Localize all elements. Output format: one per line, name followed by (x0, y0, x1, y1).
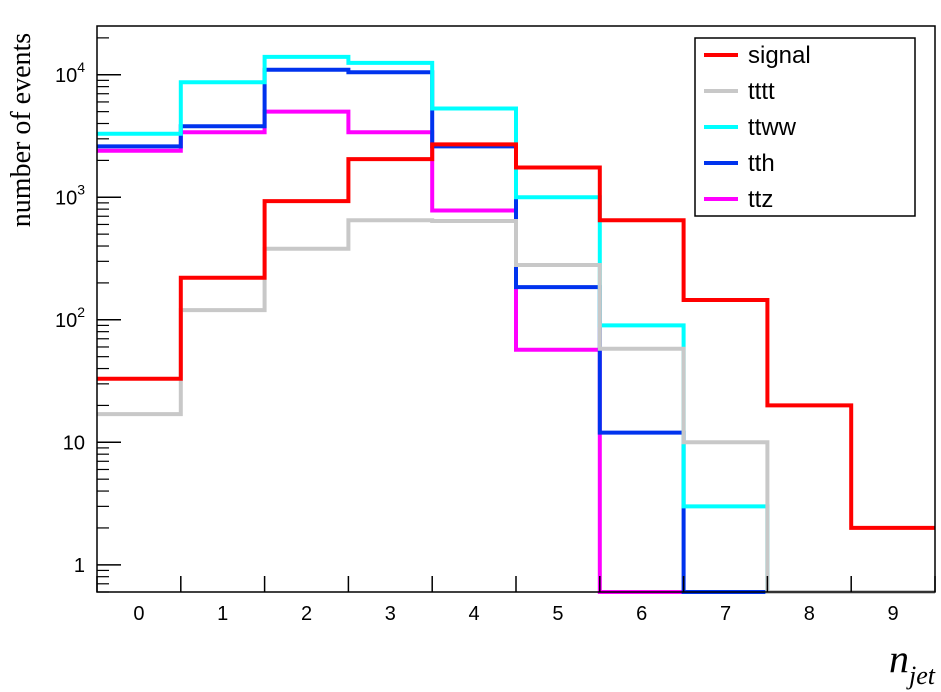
x-tick-label: 3 (385, 603, 396, 625)
legend-label-tth: tth (748, 150, 775, 177)
legend-label-signal: signal (748, 42, 811, 69)
x-tick-label: 9 (888, 603, 899, 625)
y-tick-label: 1 (74, 555, 85, 577)
legend-entries: signal tttt ttww tth ttz (704, 42, 811, 213)
axis-layer: 0 1 2 3 4 5 6 7 8 9 1 10 102 103 104 (55, 37, 936, 625)
x-tick-label: 4 (469, 603, 480, 625)
x-axis-label: njet (889, 636, 936, 690)
legend-label-ttz: ttz (748, 186, 773, 213)
y-tick-label: 103 (55, 181, 85, 209)
x-tick-label: 2 (301, 603, 312, 625)
x-tick-label: 6 (636, 603, 647, 625)
x-tick-label: 8 (804, 603, 815, 625)
x-axis-label-main: n (889, 636, 909, 681)
x-tick-label: 1 (217, 603, 228, 625)
y-tick-label: 102 (55, 304, 85, 332)
legend: signal tttt ttww tth ttz (694, 37, 916, 217)
legend-label-ttww: ttww (748, 114, 797, 141)
y-axis-label: number of events (6, 33, 37, 227)
x-tick-label: 5 (552, 603, 563, 625)
x-tick-label: 7 (720, 603, 731, 625)
series-tttt-line (97, 218, 935, 594)
x-axis-label-subscript: jet (906, 661, 936, 690)
y-tick-label: 10 (63, 432, 85, 454)
x-tick-label: 0 (133, 603, 144, 625)
series-signal-line (97, 142, 935, 530)
y-tick-label: 104 (55, 59, 85, 87)
legend-label-tttt: tttt (748, 78, 775, 105)
